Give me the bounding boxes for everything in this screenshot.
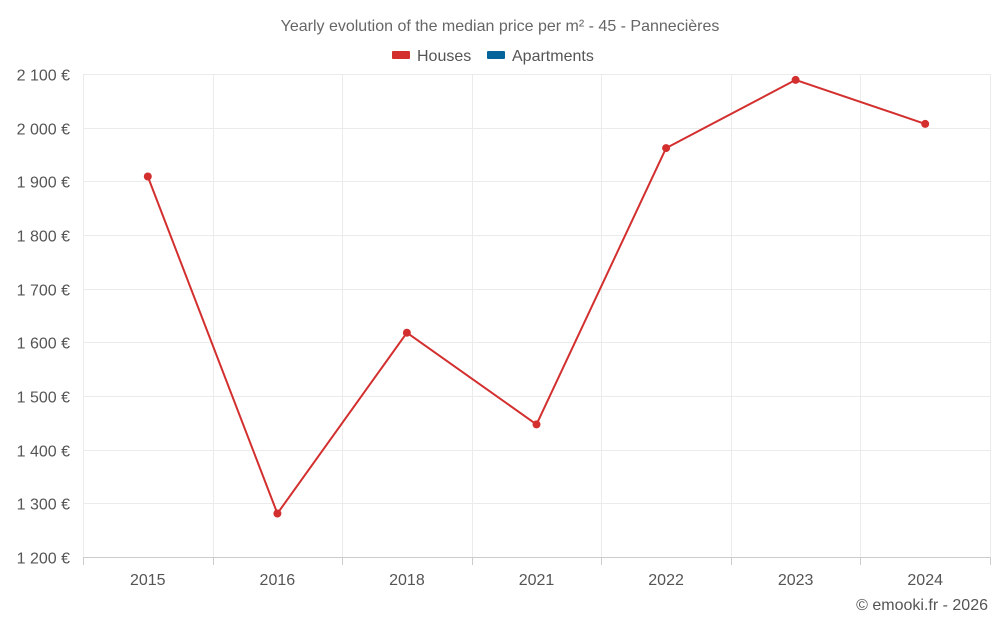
data-point-houses[interactable]	[143, 172, 152, 181]
x-tick-label: 2022	[648, 572, 684, 589]
data-point-houses[interactable]	[921, 119, 930, 128]
legend-item-houses[interactable]: Houses	[392, 48, 471, 65]
x-tick-label: 2023	[778, 572, 814, 589]
y-tick-label: 1 200 €	[17, 551, 70, 568]
legend-label-apartments: Apartments	[512, 48, 594, 65]
y-tick-label: 1 300 €	[17, 497, 70, 514]
x-tick-label: 2024	[907, 572, 943, 589]
data-point-houses[interactable]	[662, 144, 671, 153]
credit-text: © emooki.fr - 2026	[856, 597, 988, 614]
y-tick-label: 1 700 €	[17, 283, 70, 300]
legend-swatch-houses	[392, 51, 410, 59]
x-tick-label: 2021	[519, 572, 555, 589]
series-houses	[143, 75, 930, 518]
data-point-houses[interactable]	[532, 420, 541, 429]
y-axis-labels: 2 100 € 2 000 € 1 900 € 1 800 € 1 700 € 1 600…	[17, 68, 70, 568]
chart-title: Yearly evolution of the median price per…	[281, 18, 720, 35]
x-tick-label: 2018	[389, 572, 425, 589]
x-axis-labels: 2015 2016 2018 2021 2022 2023 2024	[130, 572, 943, 589]
y-tick-label: 1 900 €	[17, 175, 70, 192]
legend: Houses Apartments	[392, 48, 594, 65]
data-point-houses[interactable]	[402, 328, 411, 337]
y-tick-label: 2 000 €	[17, 122, 70, 139]
legend-label-houses: Houses	[417, 48, 471, 65]
grid	[83, 74, 991, 565]
series-line-houses	[146, 78, 926, 515]
y-tick-label: 1 600 €	[17, 336, 70, 353]
y-tick-label: 1 400 €	[17, 444, 70, 461]
y-tick-label: 2 100 €	[17, 68, 70, 85]
y-tick-label: 1 500 €	[17, 390, 70, 407]
y-tick-label: 1 800 €	[17, 229, 70, 246]
x-tick-label: 2016	[260, 572, 296, 589]
legend-swatch-apartments	[487, 51, 505, 59]
x-tick-label: 2015	[130, 572, 166, 589]
data-point-houses[interactable]	[791, 75, 800, 84]
legend-item-apartments[interactable]: Apartments	[487, 48, 594, 65]
data-point-houses[interactable]	[273, 509, 282, 518]
